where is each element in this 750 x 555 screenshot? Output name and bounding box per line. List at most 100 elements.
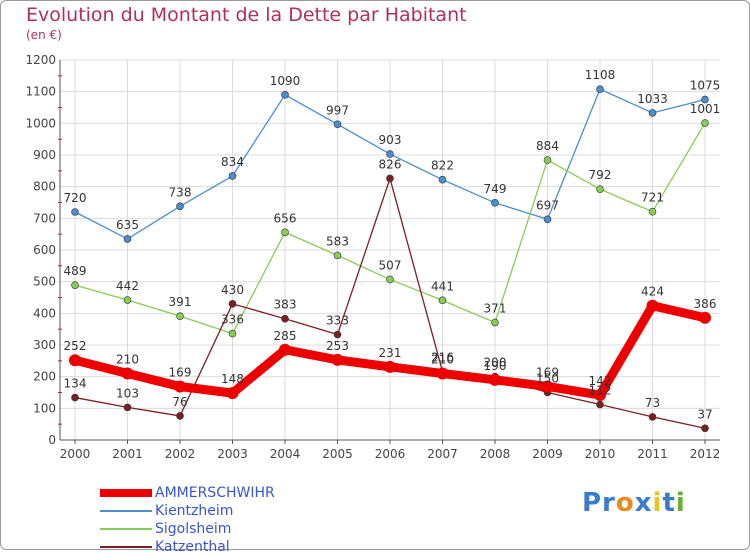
data-label: 442 — [116, 279, 139, 293]
data-point — [648, 207, 657, 216]
logo-letter: o — [615, 488, 635, 518]
data-point — [176, 312, 184, 320]
data-label: 336 — [221, 313, 244, 327]
x-tick-label: 2007 — [427, 447, 458, 461]
data-label: 150 — [536, 372, 559, 386]
data-point — [386, 275, 394, 284]
x-tick-label: 2000 — [60, 447, 91, 461]
data-label: 383 — [274, 298, 297, 312]
x-tick-label: 2009 — [532, 447, 563, 461]
data-label: 142 — [589, 374, 612, 388]
data-point — [648, 413, 657, 421]
data-label: 884 — [536, 139, 559, 153]
data-label: 134 — [64, 377, 87, 391]
data-label: 253 — [326, 339, 349, 353]
y-tick-label: 200 — [33, 370, 56, 384]
data-label: 148 — [221, 372, 244, 386]
data-point — [491, 318, 499, 327]
x-tick-label: 2008 — [480, 447, 511, 461]
data-label: 721 — [641, 191, 664, 205]
data-point — [436, 367, 449, 380]
data-point — [699, 311, 711, 324]
y-tick-label: 0 — [48, 433, 56, 447]
data-label: 169 — [536, 365, 559, 379]
logo-letter: i — [675, 488, 686, 518]
y-tick-label: 900 — [33, 148, 56, 162]
y-tick-label: 400 — [33, 306, 56, 320]
data-point — [228, 300, 237, 308]
data-point — [123, 403, 132, 412]
logo-letter: Pr — [582, 488, 616, 518]
data-label: 834 — [221, 155, 244, 169]
data-point — [281, 314, 289, 323]
data-point — [489, 373, 501, 386]
data-point — [71, 281, 79, 289]
data-label: 216 — [431, 351, 454, 365]
data-point — [174, 380, 186, 393]
logo-letter: x — [634, 488, 653, 518]
data-label: 441 — [431, 279, 454, 293]
data-label: 371 — [484, 302, 507, 316]
data-label: 656 — [274, 211, 297, 225]
data-label: 210 — [116, 353, 139, 367]
x-tick-label: 2010 — [585, 447, 616, 461]
data-label: 190 — [484, 359, 507, 373]
data-point — [69, 354, 81, 367]
data-label: 391 — [169, 295, 192, 309]
data-label: 112 — [589, 384, 612, 398]
data-point — [121, 367, 134, 380]
data-point — [333, 120, 342, 129]
data-label: 822 — [431, 159, 454, 173]
data-point — [333, 330, 342, 339]
data-label: 997 — [326, 103, 349, 117]
x-tick-label: 2004 — [270, 447, 301, 461]
data-point — [701, 424, 709, 433]
data-label: 169 — [169, 365, 192, 379]
data-point — [384, 360, 396, 373]
legend-label: Katzenthal — [155, 539, 230, 555]
legend-item: AMMERSCHWIHR — [100, 485, 275, 501]
x-tick-label: 2011 — [637, 447, 668, 461]
legend-item: Katzenthal — [100, 539, 230, 555]
data-point — [596, 85, 604, 93]
data-point — [543, 156, 552, 164]
y-tick-label: 300 — [33, 338, 56, 352]
data-label: 231 — [379, 346, 402, 360]
data-label: 252 — [64, 339, 87, 353]
data-label: 826 — [379, 157, 402, 171]
logo-letter: t — [662, 488, 676, 518]
data-point — [386, 150, 394, 158]
data-label: 430 — [221, 283, 244, 297]
legend-label: Kientzheim — [155, 503, 234, 519]
data-point — [176, 412, 184, 420]
data-point — [596, 185, 604, 193]
data-point — [71, 393, 79, 402]
data-point — [438, 296, 447, 305]
legend-label: Sigolsheim — [155, 521, 232, 537]
data-label: 697 — [536, 198, 559, 212]
data-point — [123, 235, 132, 243]
data-label: 903 — [379, 133, 402, 147]
data-point — [491, 199, 499, 207]
data-point — [226, 387, 239, 400]
data-label: 333 — [326, 314, 349, 328]
y-tick-label: 1000 — [25, 116, 56, 130]
data-point — [701, 95, 709, 104]
axes: 0 100 200 300 400 500 600 700 800 900 1000 1100 1200… — [25, 53, 720, 461]
legend-label: AMMERSCHWIHR — [155, 485, 275, 501]
data-point — [596, 400, 604, 409]
data-label: 583 — [326, 234, 349, 248]
data-label: 1108 — [585, 68, 616, 82]
data-point — [331, 353, 344, 366]
grid — [60, 59, 720, 441]
data-point — [281, 228, 289, 237]
series-layer — [69, 85, 711, 433]
data-label: 76 — [172, 395, 187, 409]
data-point — [386, 174, 394, 183]
y-tick-label: 1100 — [25, 85, 56, 99]
data-label: 1033 — [637, 92, 668, 106]
data-label: 489 — [64, 264, 87, 278]
logo-letter: i — [652, 488, 663, 518]
x-tick-label: 2001 — [112, 447, 143, 461]
